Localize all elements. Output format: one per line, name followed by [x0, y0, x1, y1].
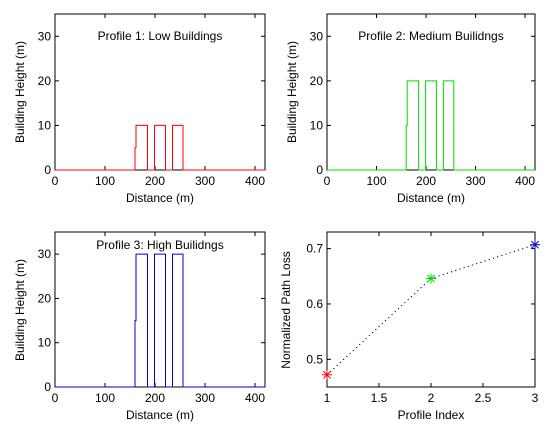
x-tick-label: 400 — [245, 174, 265, 188]
y-tick-label: 0.7 — [306, 242, 323, 256]
axis-ticks: 0 100 200 300 400 0 10 20 30 — [310, 14, 535, 188]
x-tick-label: 100 — [95, 174, 115, 188]
y-tick-label: 20 — [38, 291, 52, 305]
x-tick-label: 0 — [52, 174, 59, 188]
chart-title: Profile 1: Low Buildings — [98, 29, 223, 43]
panel-profile-3: Profile 3: High Builidngs Distance (m) B… — [13, 231, 266, 422]
plot-frame — [326, 231, 536, 388]
x-tick-label: 0 — [324, 174, 331, 188]
y-tick-label: 20 — [310, 74, 324, 88]
plot-frame — [54, 231, 266, 388]
data-point-marker — [322, 369, 332, 380]
x-tick-label: 100 — [95, 391, 115, 405]
x-tick-label: 1 — [324, 391, 331, 405]
plot-frame — [54, 13, 266, 171]
y-tick-label: 0 — [44, 163, 51, 177]
y-tick-label: 10 — [38, 336, 52, 350]
axis-ticks: 1 1.5 2 2.5 3 0.5 0.6 0.7 — [306, 232, 539, 405]
plot-frame — [326, 13, 536, 171]
x-tick-label: 400 — [245, 391, 265, 405]
x-tick-label: 2 — [428, 391, 435, 405]
y-tick-label: 0.6 — [306, 297, 323, 311]
panel-path-loss: Profile Index Normalized Path Loss 1 1.5 2… — [279, 231, 540, 422]
y-tick-label: 0.5 — [306, 352, 323, 366]
x-tick-label: 200 — [145, 391, 165, 405]
panel-profile-1: Profile 1: Low Buildings Distance (m) Bu… — [13, 13, 266, 205]
y-tick-label: 20 — [38, 74, 52, 88]
y-axis-label: Building Height (m) — [285, 41, 299, 143]
x-axis-label: Distance (m) — [397, 191, 465, 205]
x-tick-label: 200 — [416, 174, 436, 188]
data-point-marker — [530, 239, 540, 250]
y-axis-label: Building Height (m) — [13, 259, 27, 361]
data-point-marker — [426, 273, 436, 284]
path-loss-trend-line — [326, 244, 536, 376]
axis-ticks: 0 100 200 300 400 0 10 20 30 — [38, 232, 265, 405]
x-axis-label: Profile Index — [398, 408, 465, 422]
y-tick-label: 0 — [44, 380, 51, 394]
x-tick-label: 1.5 — [371, 391, 388, 405]
y-tick-label: 0 — [316, 163, 323, 177]
x-tick-label: 0 — [52, 391, 59, 405]
axis-ticks: 0 100 200 300 400 0 10 20 30 — [38, 14, 265, 188]
x-axis-label: Distance (m) — [126, 191, 194, 205]
x-tick-label: 400 — [515, 174, 535, 188]
x-tick-label: 300 — [466, 174, 486, 188]
x-tick-label: 2.5 — [475, 391, 492, 405]
path-loss-markers — [322, 239, 540, 380]
chart-title: Profile 2: Medium Builidngs — [358, 29, 503, 43]
panel-profile-2: Profile 2: Medium Builidngs Distance (m)… — [285, 13, 536, 205]
y-tick-label: 30 — [310, 29, 324, 43]
y-axis-label: Normalized Path Loss — [279, 251, 293, 368]
building-profile-line — [55, 124, 265, 171]
x-tick-label: 100 — [367, 174, 387, 188]
building-profile-line — [327, 80, 535, 171]
y-tick-label: 10 — [310, 118, 324, 132]
y-tick-label: 30 — [38, 247, 52, 261]
y-tick-label: 10 — [38, 118, 52, 132]
x-axis-label: Distance (m) — [126, 408, 194, 422]
building-profile-line — [55, 253, 265, 388]
y-tick-label: 30 — [38, 29, 52, 43]
x-tick-label: 300 — [195, 391, 215, 405]
x-tick-label: 200 — [145, 174, 165, 188]
y-axis-label: Building Height (m) — [13, 41, 27, 143]
x-tick-label: 300 — [195, 174, 215, 188]
chart-title: Profile 3: High Builidngs — [96, 238, 223, 252]
x-tick-label: 3 — [532, 391, 539, 405]
